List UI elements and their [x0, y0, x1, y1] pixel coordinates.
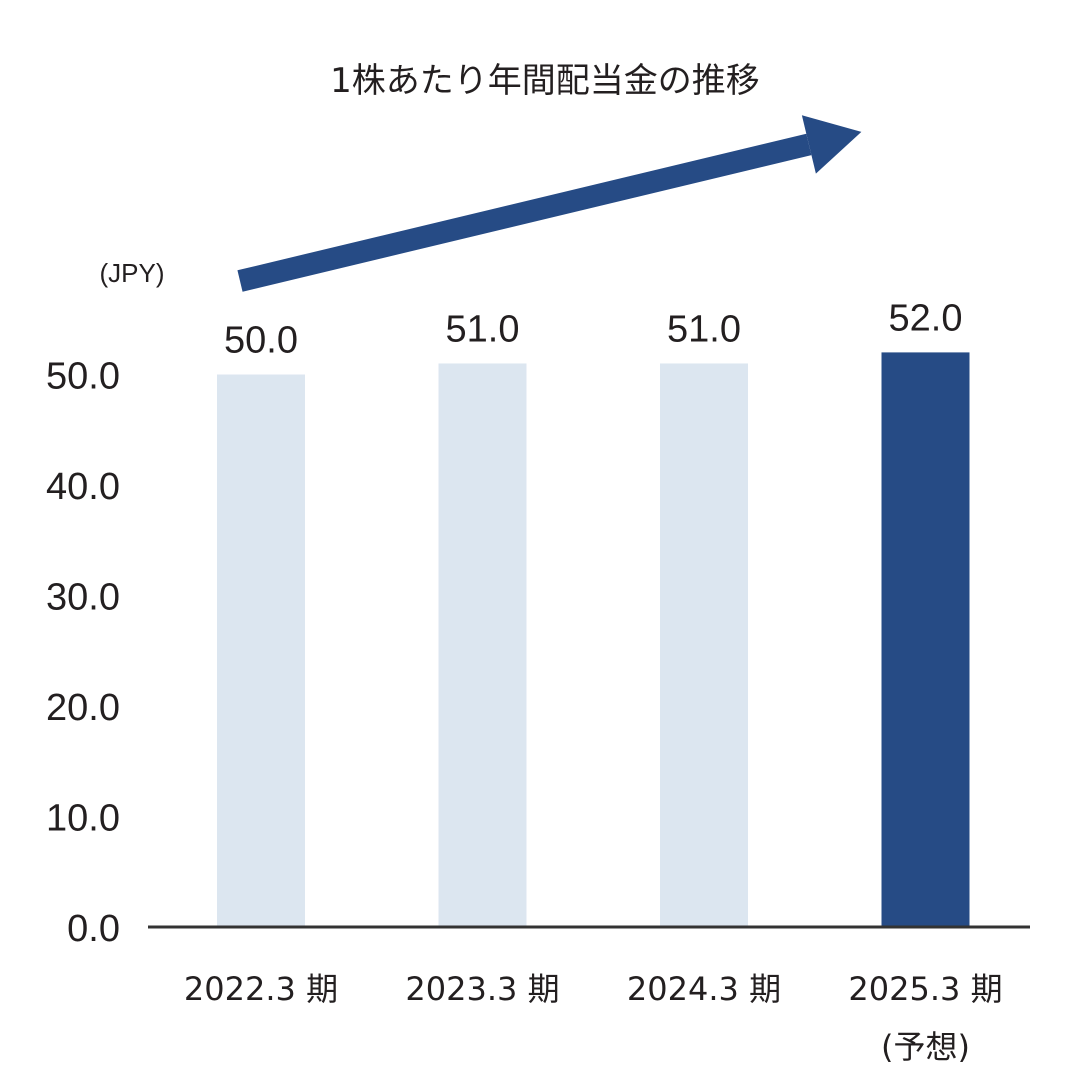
bar-value-label: 50.0 — [224, 320, 298, 362]
value-labels: 50.0 51.0 51.0 52.0 — [224, 297, 962, 361]
trend-arrow-shaft — [237, 133, 812, 292]
y-tick-label: 0.0 — [67, 908, 120, 950]
y-tick-label: 40.0 — [46, 466, 120, 508]
unit-label: (JPY) — [100, 258, 165, 288]
x-axis-labels: 2022.3 期 2023.3 期 2024.3 期 2025.3 期 (予想) — [184, 970, 1003, 1066]
bars — [217, 352, 970, 927]
y-tick-label: 10.0 — [46, 798, 120, 840]
bar — [438, 363, 527, 927]
y-tick-label: 30.0 — [46, 577, 120, 619]
trend-arrow-head — [801, 115, 862, 174]
x-category-sublabel: (予想) — [881, 1028, 970, 1066]
bar — [217, 374, 305, 927]
y-axis-ticks: 0.0 10.0 20.0 30.0 40.0 50.0 — [46, 356, 120, 951]
bar-value-label: 51.0 — [446, 308, 520, 350]
bar-value-label: 52.0 — [889, 297, 963, 339]
x-category-label: 2023.3 期 — [405, 970, 559, 1008]
bar-value-label: 51.0 — [667, 308, 741, 350]
bar — [660, 363, 748, 927]
y-tick-label: 20.0 — [46, 687, 120, 729]
y-tick-label: 50.0 — [46, 356, 120, 398]
x-category-label: 2025.3 期 — [848, 970, 1002, 1008]
chart-title: 1株あたり年間配当金の推移 — [330, 61, 760, 101]
x-category-label: 2022.3 期 — [184, 970, 338, 1008]
trend-arrow — [237, 115, 862, 292]
bar-forecast — [881, 352, 970, 927]
x-category-label: 2024.3 期 — [627, 970, 781, 1008]
